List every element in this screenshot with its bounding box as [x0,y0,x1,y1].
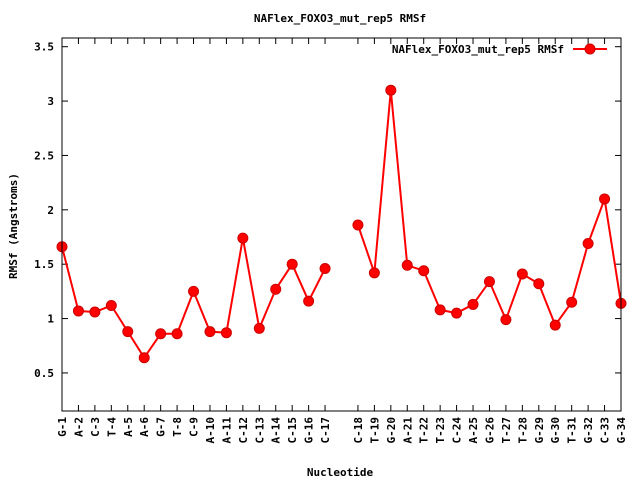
x-tick-label: G-34 [615,417,628,444]
x-tick-label: G-1 [56,417,69,437]
x-tick-label: T-8 [171,417,184,437]
data-point [500,314,512,326]
series-line-segment [356,89,622,327]
x-tick-label: C-13 [253,417,266,444]
y-tick-label: 3 [47,95,54,108]
legend-marker [584,43,596,55]
x-tick-label: A-11 [220,417,233,444]
y-tick-labels: 0.5 1 1.5 2 2.5 3 3.5 [34,41,54,380]
data-point [467,298,479,310]
x-tick-labels: G-1 A-2 C-3 T-4 A-5 A-6 G-7 T-8 C-9 A-10 A-11 C-12 C… [56,417,628,444]
data-point [385,84,397,96]
data-point [451,307,463,319]
x-tick-label: G-16 [303,417,316,444]
x-tick-label: A-5 [122,417,135,437]
x-tick-label: T-28 [516,417,529,444]
x-tick-label: T-4 [105,417,118,437]
data-point [270,283,282,295]
data-point [352,219,364,231]
data-point [253,322,265,334]
data-point [599,193,611,205]
data-point [533,278,545,290]
x-tick-label: A-21 [401,417,414,444]
x-tick-label: T-19 [368,417,381,444]
y-tick-label: 2 [47,204,54,217]
data-point [303,295,315,307]
data-point [434,304,446,316]
x-tick-label: G-7 [155,417,168,437]
data-point [483,276,495,288]
series-line [61,89,622,359]
data-point [549,319,561,331]
x-tick-label: A-6 [138,417,151,437]
y-tick-label: 1.5 [34,258,54,271]
x-tick-label: C-33 [599,417,612,444]
x-tick-label: A-10 [204,417,217,444]
chart-title: NAFlex_FOXO3_mut_rep5 RMSf [254,12,426,25]
y-axis-label: RMSf (Angstroms) [7,173,20,279]
plot-frame [61,37,622,412]
data-point [319,263,331,275]
y-tick-label: 1 [47,313,54,326]
x-tick-label: T-22 [418,417,431,444]
y-tick-label: 3.5 [34,41,54,54]
x-tick-label: A-25 [467,417,480,444]
data-point [188,285,200,297]
x-tick-label: C-17 [319,417,332,444]
data-point [368,267,380,279]
data-point [516,268,528,280]
x-tick-label: G-26 [483,417,496,444]
legend: NAFlex_FOXO3_mut_rep5 RMSf [392,43,607,56]
y-tick-label: 0.5 [34,367,54,380]
data-point [122,326,134,338]
data-point [89,306,101,318]
data-point [582,238,594,250]
x-tick-label: C-15 [286,417,299,444]
data-point [171,328,183,340]
series-line-segment [61,237,326,359]
x-tick-label: A-2 [72,417,85,437]
data-point [566,296,578,308]
x-tick-label: C-24 [451,417,464,444]
data-point [418,265,430,277]
x-tick-label: T-31 [566,417,579,444]
tick-marks [61,38,622,411]
x-tick-label: T-27 [500,417,513,444]
data-point [204,326,216,338]
x-tick-label: C-12 [237,417,250,444]
x-tick-label: C-3 [89,417,102,437]
data-point [105,300,117,312]
data-point [72,305,84,317]
y-tick-label: 2.5 [34,149,54,162]
data-point [401,259,413,271]
x-tick-label: G-32 [582,417,595,444]
x-tick-label: G-30 [549,417,562,444]
data-point [155,328,167,340]
x-tick-label: C-18 [352,417,365,444]
data-point [286,258,298,270]
x-tick-label: A-14 [270,417,283,444]
x-axis-label: Nucleotide [307,466,374,479]
x-tick-label: T-23 [434,417,447,444]
data-point [237,232,249,244]
legend-label: NAFlex_FOXO3_mut_rep5 RMSf [392,43,564,56]
data-point [138,352,150,364]
series-points [56,84,627,364]
x-tick-label: C-9 [188,417,201,437]
data-point [220,327,232,339]
x-tick-label: G-20 [385,417,398,444]
x-tick-label: G-29 [533,417,546,444]
